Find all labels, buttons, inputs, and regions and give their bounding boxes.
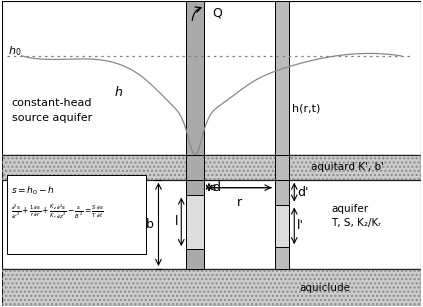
- Text: $h_0$: $h_0$: [8, 44, 21, 58]
- Bar: [2, 155, 421, 180]
- Text: h: h: [115, 86, 123, 99]
- Bar: [186, 2, 204, 155]
- Text: T, S, K₂/Kᵣ: T, S, K₂/Kᵣ: [331, 218, 381, 228]
- Bar: [275, 2, 289, 155]
- Text: aquifer: aquifer: [331, 204, 368, 215]
- Bar: [2, 2, 421, 155]
- Text: $\frac{\partial^2 s}{\partial r^2}+\frac{1}{r}\frac{\partial s}{\partial r}+\fra: $\frac{\partial^2 s}{\partial r^2}+\frac…: [11, 203, 104, 221]
- Text: d': d': [297, 186, 309, 199]
- Text: l: l: [175, 216, 179, 228]
- Bar: [7, 175, 146, 254]
- Bar: [2, 155, 421, 180]
- Bar: [2, 269, 421, 305]
- Text: h(r,t): h(r,t): [292, 103, 321, 113]
- Text: Q: Q: [212, 7, 222, 20]
- Text: r: r: [237, 196, 242, 209]
- Text: aquitard K', b': aquitard K', b': [311, 162, 384, 172]
- Bar: [186, 155, 204, 180]
- Bar: [2, 180, 421, 269]
- Text: b: b: [146, 218, 154, 231]
- Text: constant-head: constant-head: [12, 99, 92, 108]
- Bar: [2, 269, 421, 305]
- Text: $s = h_0 - h$: $s = h_0 - h$: [11, 185, 55, 197]
- Text: d: d: [212, 181, 220, 194]
- Text: l': l': [297, 219, 304, 232]
- Bar: [275, 204, 289, 247]
- Text: source aquifer: source aquifer: [12, 113, 92, 123]
- Bar: [275, 180, 289, 269]
- Bar: [186, 195, 204, 249]
- Bar: [275, 155, 289, 180]
- Text: aquiclude: aquiclude: [299, 283, 350, 293]
- Bar: [186, 180, 204, 269]
